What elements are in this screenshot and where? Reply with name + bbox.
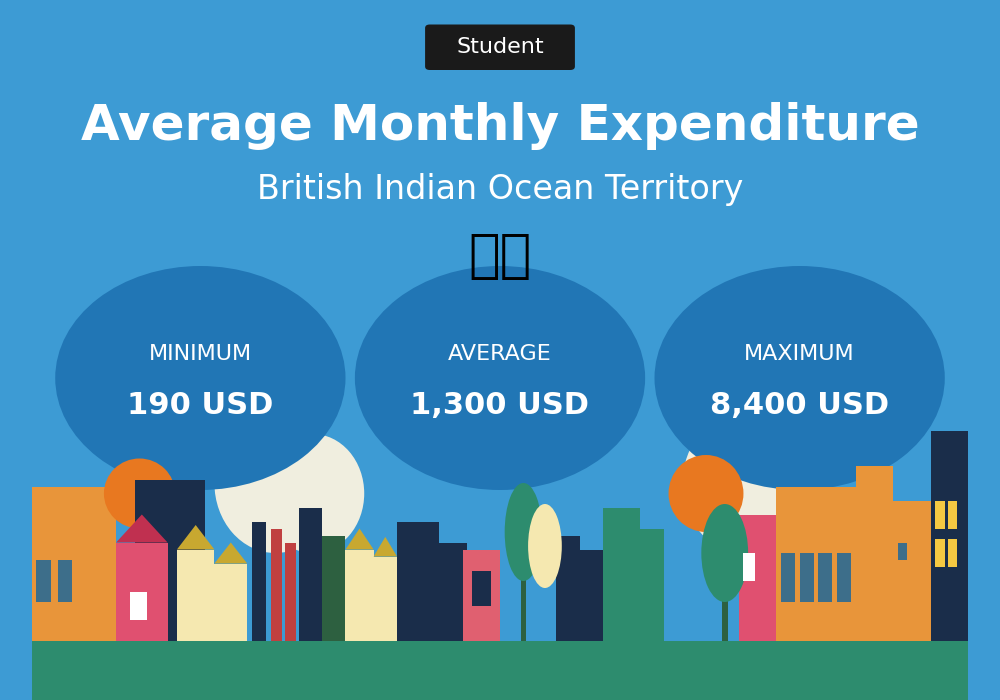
- Ellipse shape: [528, 504, 562, 588]
- Bar: [139, 574, 151, 609]
- Ellipse shape: [214, 413, 336, 553]
- Bar: [271, 528, 282, 640]
- Bar: [948, 539, 957, 567]
- Bar: [893, 500, 968, 640]
- Bar: [935, 539, 945, 567]
- Bar: [898, 542, 907, 560]
- Ellipse shape: [55, 266, 345, 490]
- Bar: [32, 640, 968, 700]
- Bar: [58, 560, 72, 602]
- Bar: [322, 536, 345, 640]
- Bar: [472, 570, 491, 606]
- FancyBboxPatch shape: [425, 25, 575, 70]
- Polygon shape: [116, 514, 168, 542]
- Bar: [397, 522, 439, 640]
- Bar: [521, 528, 526, 640]
- Ellipse shape: [355, 266, 645, 490]
- Text: 🇮🇴: 🇮🇴: [468, 230, 532, 281]
- Text: 1,300 USD: 1,300 USD: [411, 391, 590, 421]
- Text: 190 USD: 190 USD: [127, 391, 274, 421]
- Bar: [776, 486, 856, 640]
- Bar: [177, 574, 188, 609]
- Bar: [130, 592, 147, 620]
- Polygon shape: [374, 537, 397, 556]
- Bar: [299, 508, 322, 640]
- Bar: [948, 500, 957, 528]
- Bar: [580, 550, 603, 640]
- Bar: [374, 556, 397, 640]
- Bar: [154, 574, 165, 609]
- Bar: [818, 553, 832, 602]
- Bar: [252, 522, 266, 640]
- Ellipse shape: [683, 413, 804, 553]
- Bar: [743, 553, 755, 581]
- Polygon shape: [214, 542, 247, 564]
- Bar: [856, 466, 893, 640]
- Bar: [177, 550, 214, 640]
- Text: MAXIMUM: MAXIMUM: [744, 344, 855, 363]
- Bar: [739, 514, 776, 640]
- Text: Student: Student: [456, 37, 544, 57]
- Bar: [931, 430, 968, 640]
- Text: AVERAGE: AVERAGE: [448, 344, 552, 363]
- Bar: [135, 480, 205, 640]
- Text: MINIMUM: MINIMUM: [149, 344, 252, 363]
- Bar: [345, 550, 374, 640]
- Bar: [32, 486, 116, 640]
- Bar: [722, 550, 728, 640]
- Bar: [603, 508, 640, 640]
- Bar: [463, 550, 500, 640]
- Bar: [800, 553, 814, 602]
- Bar: [781, 553, 795, 602]
- Ellipse shape: [505, 483, 542, 581]
- Bar: [935, 500, 945, 528]
- Bar: [640, 528, 664, 640]
- Polygon shape: [345, 528, 374, 550]
- Ellipse shape: [729, 434, 832, 553]
- Text: British Indian Ocean Territory: British Indian Ocean Territory: [257, 172, 743, 206]
- Ellipse shape: [261, 434, 364, 553]
- Polygon shape: [177, 525, 214, 550]
- Text: 8,400 USD: 8,400 USD: [710, 391, 889, 421]
- Bar: [214, 564, 247, 640]
- Ellipse shape: [104, 458, 175, 528]
- Bar: [285, 542, 296, 640]
- Ellipse shape: [669, 455, 743, 532]
- Ellipse shape: [701, 504, 748, 602]
- Text: Average Monthly Expenditure: Average Monthly Expenditure: [81, 102, 919, 150]
- Bar: [556, 536, 580, 640]
- Bar: [837, 553, 851, 602]
- Ellipse shape: [655, 266, 945, 490]
- Bar: [36, 560, 51, 602]
- Bar: [439, 542, 467, 640]
- Bar: [116, 542, 168, 640]
